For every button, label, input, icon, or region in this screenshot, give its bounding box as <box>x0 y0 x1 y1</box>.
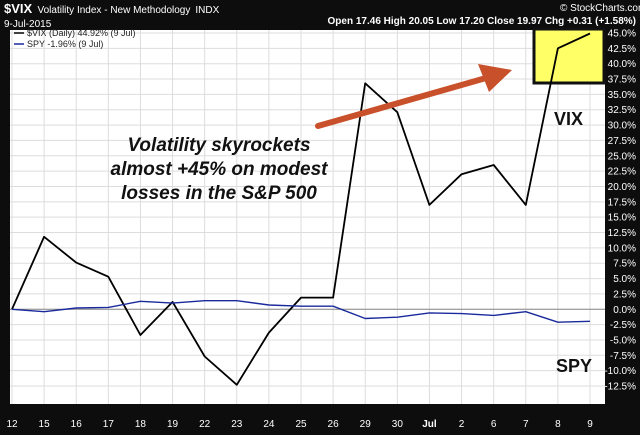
y-tick-label: 35.0% <box>608 90 636 101</box>
chart-name: Volatility Index - New Methodology <box>38 5 191 16</box>
y-tick-label: 40.0% <box>608 59 636 70</box>
y-tick-label: -10.0% <box>604 366 636 377</box>
spy-series-label: SPY <box>556 356 592 376</box>
x-tick-label: 6 <box>491 419 497 430</box>
legend-label-spy: SPY -1.96% (9 Jul) <box>27 39 103 49</box>
y-tick-label: 45.0% <box>608 29 636 40</box>
y-axis-labels: 45.0% 42.5% 40.0% 37.5% 35.0% 32.5% 30.0% 27.5%… <box>604 29 636 393</box>
y-tick-label: 27.5% <box>608 136 636 147</box>
y-tick-label: 12.5% <box>608 228 636 239</box>
stockcharts-watermark: © StockCharts.com <box>560 3 640 14</box>
x-tick-label: 24 <box>263 419 275 430</box>
x-tick-label: 22 <box>199 419 211 430</box>
y-tick-label: -5.0% <box>610 335 636 346</box>
x-tick-label: 2 <box>459 419 465 430</box>
x-tick-label: 8 <box>555 419 561 430</box>
legend-label-vix: $VIX (Daily) 44.92% (9 Jul) <box>27 28 136 38</box>
x-tick-label: 29 <box>360 419 372 430</box>
x-tick-label: 12 <box>6 419 18 430</box>
y-tick-label: 30.0% <box>608 121 636 132</box>
spy-line <box>11 300 591 323</box>
x-tick-label: 23 <box>231 419 243 430</box>
chart-date: 9-Jul-2015 <box>4 19 52 30</box>
x-tick-label: 17 <box>103 419 115 430</box>
x-tick-label: 25 <box>295 419 307 430</box>
chart-symbol: $VIX <box>4 1 33 16</box>
legend: $VIX (Daily) 44.92% (9 Jul) SPY -1.96% (… <box>14 28 136 49</box>
x-tick-label: 15 <box>39 419 51 430</box>
annotation-line-3: losses in the S&P 500 <box>121 183 317 204</box>
y-tick-label: 0.0% <box>613 305 636 316</box>
arrow-shaft <box>315 75 489 129</box>
x-tick-label: 18 <box>135 419 147 430</box>
y-tick-label: 10.0% <box>608 243 636 254</box>
chart-exchange: INDX <box>195 5 219 16</box>
vix-series-label: VIX <box>554 109 583 129</box>
y-tick-label: 42.5% <box>608 44 636 55</box>
y-tick-label: 20.0% <box>608 182 636 193</box>
x-tick-label: 26 <box>328 419 340 430</box>
y-tick-label: 25.0% <box>608 151 636 162</box>
x-axis-labels: 12 15 16 17 18 19 22 23 24 25 26 29 30 Jul 2 6 7 8 9 <box>6 419 593 430</box>
x-tick-label: 30 <box>392 419 404 430</box>
x-tick-label: 16 <box>71 419 83 430</box>
annotation-arrow <box>315 64 512 129</box>
arrow-head <box>478 64 512 92</box>
y-tick-label: -7.5% <box>610 351 636 362</box>
y-tick-label: -2.5% <box>610 320 636 331</box>
gridlines <box>10 30 605 404</box>
series-lines <box>11 32 591 386</box>
annotation-line-2: almost +45% on modest <box>111 159 329 180</box>
y-tick-label: 7.5% <box>613 259 636 270</box>
x-tick-label: 7 <box>523 419 529 430</box>
y-tick-label: 22.5% <box>608 167 636 178</box>
y-tick-label: -12.5% <box>604 382 636 393</box>
y-tick-label: 2.5% <box>613 289 636 300</box>
highlight-box <box>532 27 606 85</box>
y-tick-label: 5.0% <box>613 274 636 285</box>
y-tick-label: 37.5% <box>608 75 636 86</box>
quote-summary: Open 17.46 High 20.05 Low 17.20 Close 19… <box>328 16 636 27</box>
vix-line <box>11 32 591 386</box>
y-tick-label: 17.5% <box>608 197 636 208</box>
x-tick-label: 9 <box>587 419 593 430</box>
y-tick-label: 32.5% <box>608 105 636 116</box>
y-tick-label: 15.0% <box>608 213 636 224</box>
x-tick-label: Jul <box>422 419 437 430</box>
x-tick-label: 19 <box>167 419 179 430</box>
annotation-line-1: Volatility skyrockets <box>127 135 310 156</box>
